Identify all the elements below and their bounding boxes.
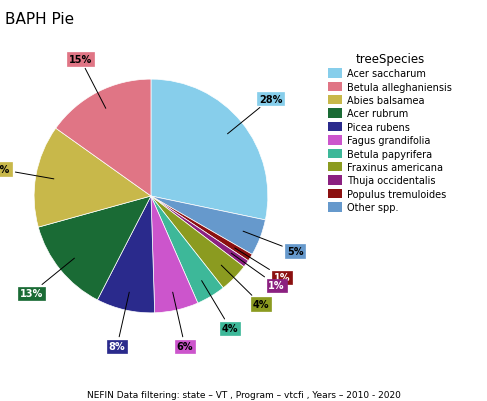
Wedge shape bbox=[34, 129, 151, 227]
Wedge shape bbox=[151, 196, 248, 267]
Text: 14%: 14% bbox=[0, 165, 54, 179]
Text: 13%: 13% bbox=[19, 259, 75, 298]
Wedge shape bbox=[151, 80, 268, 221]
Text: 28%: 28% bbox=[227, 95, 282, 134]
Text: 4%: 4% bbox=[202, 281, 239, 334]
Text: BAPH Pie: BAPH Pie bbox=[5, 12, 74, 27]
Wedge shape bbox=[38, 196, 151, 300]
Legend: Acer saccharum, Betula alleghaniensis, Abies balsamea, Acer rubrum, Picea rubens: Acer saccharum, Betula alleghaniensis, A… bbox=[325, 50, 454, 216]
Text: 15%: 15% bbox=[69, 55, 106, 109]
Text: 1%: 1% bbox=[231, 253, 285, 291]
Wedge shape bbox=[151, 196, 252, 261]
Wedge shape bbox=[151, 196, 198, 313]
Wedge shape bbox=[97, 196, 155, 313]
Text: 5%: 5% bbox=[243, 232, 303, 256]
Wedge shape bbox=[151, 196, 223, 303]
Text: 6%: 6% bbox=[173, 292, 193, 352]
Wedge shape bbox=[56, 80, 151, 196]
Text: 8%: 8% bbox=[109, 292, 129, 352]
Text: 4%: 4% bbox=[221, 265, 269, 310]
Text: 1%: 1% bbox=[235, 248, 290, 283]
Text: NEFIN Data filtering: state – VT , Program – vtcfi , Years – 2010 - 2020: NEFIN Data filtering: state – VT , Progr… bbox=[87, 390, 400, 399]
Wedge shape bbox=[151, 196, 244, 288]
Wedge shape bbox=[151, 196, 265, 255]
